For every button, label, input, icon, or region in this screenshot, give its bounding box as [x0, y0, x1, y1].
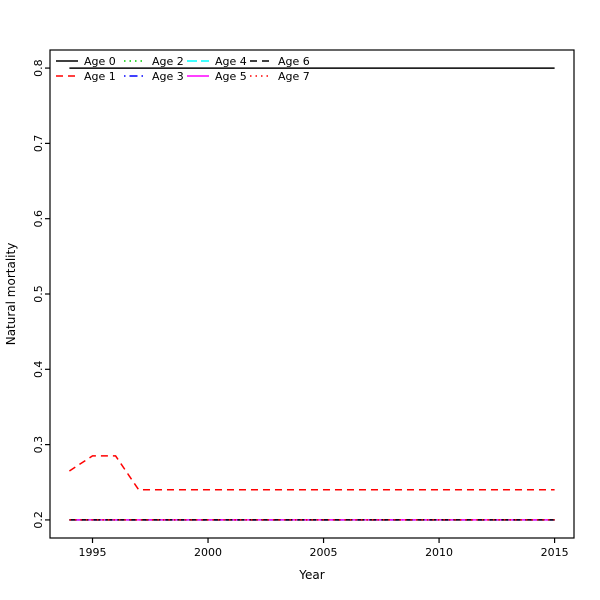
legend-label: Age 4 [215, 55, 247, 68]
y-axis-tick-label: 0.3 [32, 436, 45, 454]
legend-label: Age 7 [278, 70, 310, 83]
x-axis-tick-label: 2010 [425, 546, 453, 559]
x-axis-label: Year [298, 568, 324, 582]
x-axis-tick-label: 1995 [79, 546, 107, 559]
y-axis-tick-label: 0.7 [32, 135, 45, 153]
legend-item-age-1: Age 1 [56, 70, 116, 83]
y-axis-label: Natural mortality [4, 243, 18, 346]
y-axis-tick-label: 0.8 [32, 59, 45, 77]
legend-label: Age 1 [84, 70, 116, 83]
legend-label: Age 2 [152, 55, 184, 68]
legend-item-age-4: Age 4 [187, 55, 247, 68]
legend-label: Age 5 [215, 70, 247, 83]
y-axis-tick-label: 0.4 [32, 361, 45, 379]
legend-item-age-6: Age 6 [250, 55, 310, 68]
x-axis-tick-label: 2015 [541, 546, 569, 559]
legend-item-age-0: Age 0 [56, 55, 116, 68]
legend-label: Age 0 [84, 55, 116, 68]
x-axis-tick-label: 2000 [194, 546, 222, 559]
y-axis-tick-label: 0.6 [32, 210, 45, 228]
legend-item-age-3: Age 3 [124, 70, 184, 83]
x-axis-tick-label: 2005 [310, 546, 338, 559]
legend-item-age-7: Age 7 [250, 70, 310, 83]
legend-label: Age 6 [278, 55, 310, 68]
legend-item-age-5: Age 5 [187, 70, 247, 83]
y-axis-tick-label: 0.2 [32, 511, 45, 529]
plot-box [49, 49, 575, 539]
legend-item-age-2: Age 2 [124, 55, 184, 68]
series-line-age-1 [68, 455, 555, 491]
legend-label: Age 3 [152, 70, 184, 83]
y-axis-tick-label: 0.5 [32, 285, 45, 303]
legend: Age 0 Age 1 Age 2 Age 3 Age 4 Age 5 Age 6 Age 7 [56, 55, 310, 83]
